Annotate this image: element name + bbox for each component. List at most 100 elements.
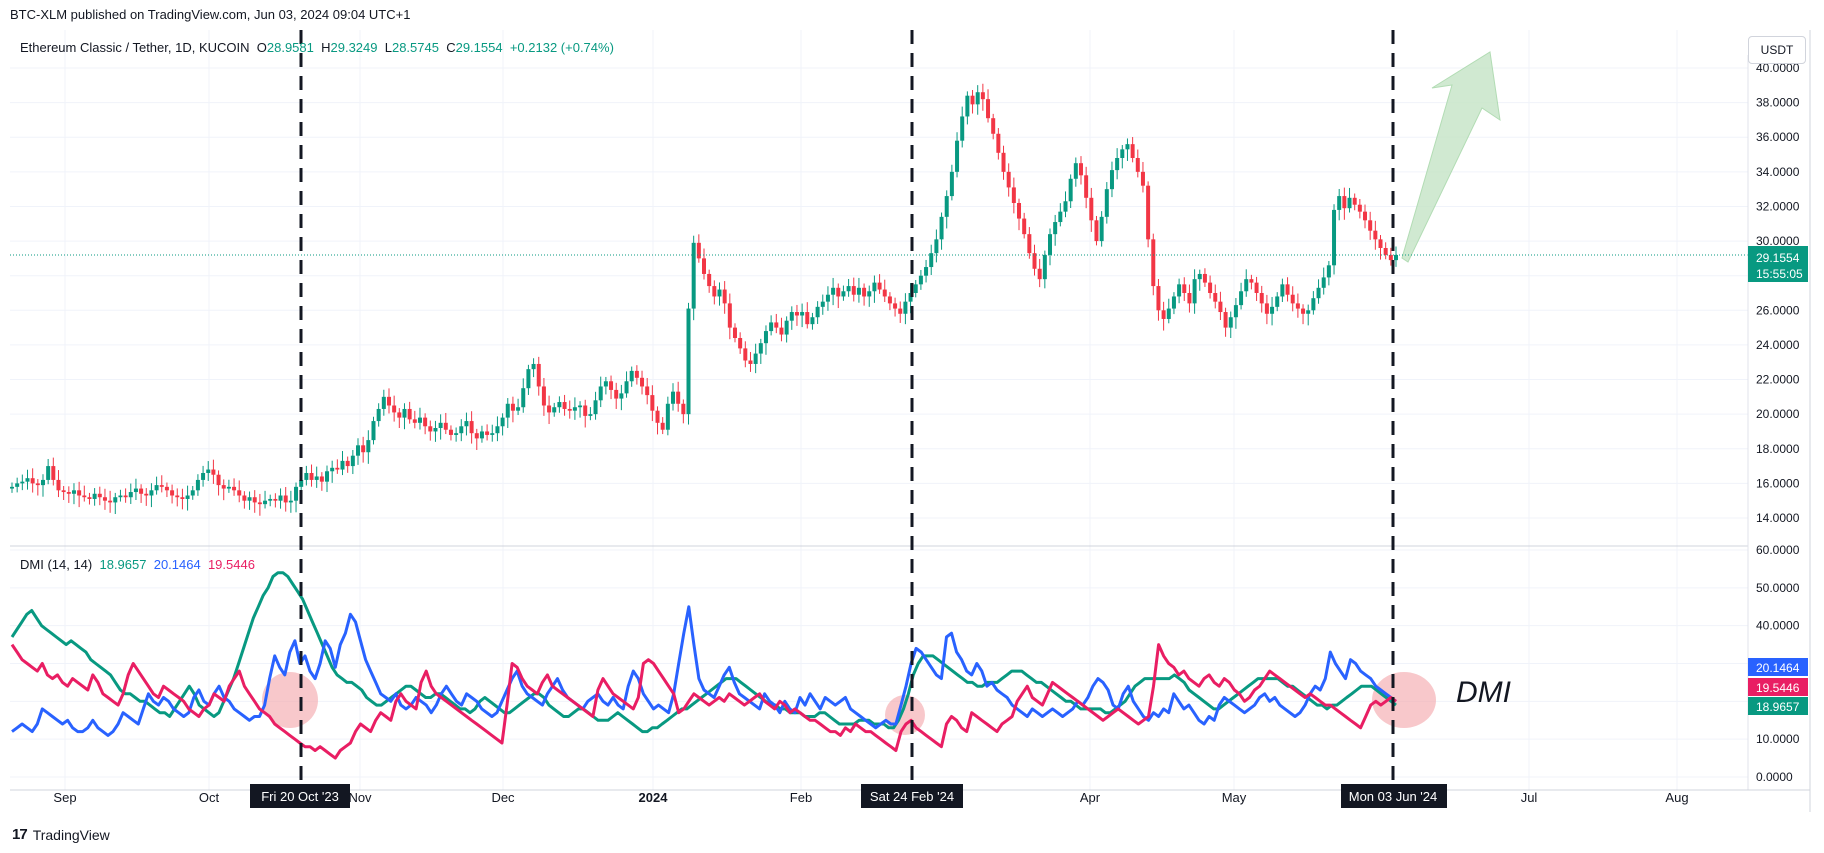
candle-body [1156,286,1161,311]
candle-body [1027,234,1032,254]
symbol-ohlc-legend[interactable]: Ethereum Classic / Tether, 1D, KUCOIN O2… [20,40,614,55]
candle-body [629,370,634,382]
candle-body [263,500,268,505]
candle-body [407,408,412,420]
dmi-tick-label: 0.0000 [1756,770,1793,784]
candle-body [1239,291,1244,306]
candle-body [856,287,861,295]
candle-body [986,99,991,119]
candle-body [412,419,417,423]
candle-body [562,402,567,409]
candle-body [949,171,954,197]
candle-body [392,405,397,413]
candle-body [1316,287,1321,299]
dmi-highlight-oct [262,672,318,728]
candle-body [671,391,676,404]
candle-body [593,400,598,415]
candle-body [438,422,443,428]
candle-body [1011,187,1016,203]
candle-body [66,492,71,494]
candle-body [428,426,433,432]
candle-body [376,408,381,422]
candle-body [102,497,107,501]
tradingview-logo-icon: 17 [12,826,28,843]
candle-body [345,460,350,467]
candle-body [366,440,371,453]
date-box-jun [1341,784,1447,808]
candle-body [397,412,402,418]
candle-body [1187,293,1192,304]
candle-body [1337,196,1342,210]
candle-body [1332,209,1337,266]
candle-body [170,490,175,496]
candle-body [56,479,61,491]
candle-body [536,363,541,387]
dmi-tick-label: 50.0000 [1756,581,1800,595]
date-label-feb: Sat 24 Feb '24 [870,789,954,804]
open-value: 28.9581 [266,40,314,55]
symbol-name[interactable]: Ethereum Classic / Tether, 1D, KUCOIN [20,40,250,55]
adx-line [10,571,1397,734]
candle-body [1306,310,1311,314]
candle-body [934,239,939,254]
candle-body [221,485,226,489]
time-tick-label: Nov [348,790,372,805]
candle-body [748,360,753,364]
time-tick-label: 2024 [639,790,669,805]
dmi-legend[interactable]: DMI (14, 14) 18.9657 20.1464 19.5446 [20,557,255,572]
candle-body [206,469,211,473]
candle-body [350,455,355,467]
candle-body [464,421,469,427]
time-tick-label: Sep [53,790,76,805]
time-axis: Sep Oct Nov Dec 2024 Feb Apr May Jul Aug [53,790,1688,805]
candle-body [1115,158,1120,171]
candle-body [1254,282,1259,293]
candle-body [268,498,273,501]
candle-body [1177,284,1182,297]
candle-body [133,488,138,493]
candle-body [743,348,748,361]
candle-body [887,296,892,304]
dmi-title[interactable]: DMI (14, 14) [20,557,93,572]
price-tick-label: 30.0000 [1756,234,1800,248]
candle-body [1352,197,1357,205]
candle-body [71,490,76,494]
open-label: O [256,40,267,55]
candle-body [1171,296,1176,309]
candle-body [381,396,386,409]
candle-body [417,417,422,423]
dmi-tick-label: 10.0000 [1756,732,1800,746]
candle-body [929,253,934,268]
candle-body [1233,305,1238,318]
candle-body [717,289,722,297]
candle-body [20,481,25,484]
candle-body [640,377,645,387]
candle-body [820,301,825,307]
candle-body [319,476,324,482]
candle-body [722,289,727,304]
candle-body [991,118,996,134]
dmi-series [10,571,1397,760]
candle-body [30,478,35,484]
upward-arrow-annotation [1401,51,1501,263]
candle-body [242,495,247,501]
candle-body [707,273,712,287]
candlestick-series [10,83,1398,516]
candle-body [867,291,872,297]
candle-body [691,242,696,309]
candle-body [1301,308,1306,314]
candle-body [1063,201,1068,212]
date-label-oct: Fri 20 Oct '23 [261,789,339,804]
candle-body [46,466,51,480]
candle-body [1347,197,1352,209]
currency-button[interactable]: USDT [1748,36,1806,64]
candle-body [1378,239,1383,248]
candle-body [237,490,242,496]
candle-body [944,196,949,217]
tradingview-footer[interactable]: 17 TradingView [12,826,110,843]
candle-body [758,343,763,354]
price-axis: 14.0000 16.0000 18.0000 20.0000 22.0000 24.00… [1756,61,1800,525]
candle-body [882,289,887,297]
candle-body [252,497,257,503]
